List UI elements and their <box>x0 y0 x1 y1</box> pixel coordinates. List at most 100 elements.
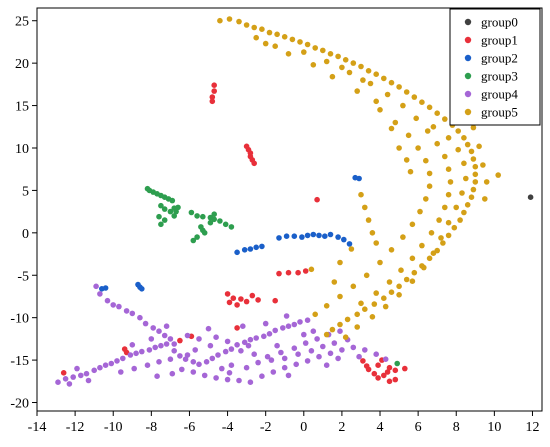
group1-point <box>226 299 233 306</box>
group4-point <box>280 325 286 331</box>
group4-point <box>243 364 250 371</box>
group4-point <box>148 336 155 342</box>
group4-point <box>281 355 288 362</box>
x-tick-label: -12 <box>66 420 85 435</box>
group5-point <box>411 94 418 100</box>
group5-point <box>417 208 423 215</box>
group2-point <box>310 231 317 238</box>
group4-point <box>91 367 97 374</box>
group4-point <box>158 342 164 349</box>
group4-point <box>314 336 320 342</box>
group4-point <box>241 339 248 346</box>
group2-point <box>304 232 311 239</box>
group5-point <box>323 303 330 309</box>
group5-point <box>457 217 463 223</box>
group5-point <box>476 143 482 150</box>
y-tick-label: 5 <box>22 184 29 199</box>
group4-point <box>278 349 284 356</box>
group4-point <box>177 353 183 359</box>
group4-point <box>207 342 214 349</box>
legend-marker-group4 <box>464 90 472 98</box>
x-tick-label: 2 <box>338 420 345 435</box>
legend-marker-group3 <box>464 72 472 80</box>
x-tick-label: 8 <box>453 420 460 435</box>
group5-point <box>262 40 269 47</box>
group5-point <box>388 125 395 132</box>
group5-point <box>335 53 341 60</box>
x-tick-label: -14 <box>28 420 47 435</box>
group5-point <box>365 68 372 74</box>
group4-point <box>150 325 156 331</box>
group5-point <box>289 36 296 43</box>
group1-point <box>371 370 378 377</box>
group4-point <box>190 359 197 365</box>
group4-point <box>97 364 103 371</box>
group4-point <box>190 369 197 375</box>
group5-point <box>323 58 330 65</box>
group4-point <box>129 310 136 317</box>
group4-point <box>302 340 309 346</box>
group4-point <box>152 344 158 351</box>
group5-point <box>327 51 334 57</box>
legend-box <box>449 8 541 126</box>
group4-point <box>301 331 307 338</box>
group5-point <box>403 276 410 283</box>
group5-point <box>428 230 435 236</box>
group3-point <box>188 209 195 216</box>
y-tick-label: 25 <box>15 15 29 30</box>
x-tick-label: 12 <box>525 420 539 435</box>
group4-point <box>85 377 92 384</box>
x-tick-label: 6 <box>415 420 422 435</box>
legend: group0 group1 group2 group3 group4 group5 <box>449 8 541 126</box>
group5-point <box>419 99 425 105</box>
group4-point <box>196 361 202 368</box>
group2-point <box>253 244 259 251</box>
group5-point <box>226 16 233 22</box>
group4-point <box>196 336 202 342</box>
group5-point <box>455 146 462 153</box>
group5-point <box>382 303 389 310</box>
group3-point <box>228 224 235 230</box>
group5-point <box>419 242 425 249</box>
group5-point <box>373 240 380 246</box>
group5-point <box>445 135 452 141</box>
group1-point <box>251 160 257 167</box>
axes-layer: -14 -12 -10 -8 -6 -4 -2 0 2 4 6 8 10 12-20-15-10-5051… <box>10 15 539 435</box>
group4-point <box>70 374 76 380</box>
group1-point <box>272 297 279 304</box>
group4-point <box>163 323 170 330</box>
group4-point <box>308 348 315 354</box>
group5-point <box>373 290 380 296</box>
group4-point <box>179 366 185 373</box>
group5-point <box>396 283 402 290</box>
group5-point <box>354 324 361 330</box>
group4-point <box>335 355 341 362</box>
group5-point <box>388 79 395 86</box>
group5-point <box>409 221 416 228</box>
group5-point <box>426 104 433 111</box>
legend-label-group5: group5 <box>481 105 518 120</box>
points-layer <box>55 16 534 387</box>
group4-point <box>156 359 162 365</box>
group4-point <box>245 342 252 349</box>
group5-point <box>421 264 427 271</box>
group5-point <box>337 321 343 328</box>
group5-point <box>285 51 292 57</box>
group5-point <box>350 60 357 66</box>
group5-point <box>453 204 460 211</box>
group5-point <box>360 77 366 83</box>
legend-marker-group1 <box>464 36 472 44</box>
group5-point <box>409 255 416 262</box>
group5-point <box>348 246 355 252</box>
group2-point <box>322 233 328 239</box>
group3-point <box>167 208 174 215</box>
group5-point <box>362 306 368 313</box>
group5-point <box>310 62 317 68</box>
group4-point <box>118 369 124 375</box>
group5-point <box>495 172 502 178</box>
group5-point <box>272 43 279 49</box>
group1-point <box>314 196 320 203</box>
group5-point <box>470 186 477 193</box>
group1-point <box>238 296 244 302</box>
group2-point <box>341 236 347 243</box>
